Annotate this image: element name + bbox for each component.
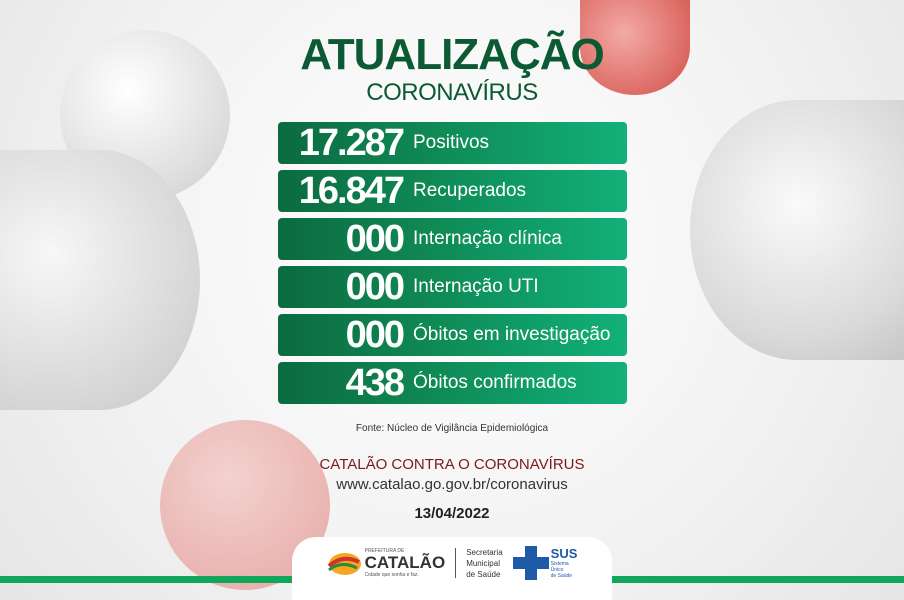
date: 13/04/2022 <box>414 505 490 522</box>
secretaria-line: Municipal <box>466 558 500 568</box>
cross-icon <box>512 546 549 580</box>
stat-internacao-clinica: 000 Internação clínica <box>278 218 627 260</box>
stat-label: Positivos <box>413 132 490 153</box>
secretaria-line: de Saúde <box>466 569 501 579</box>
stat-label: Recuperados <box>413 180 527 201</box>
stat-positivos: 17.287 Positivos <box>278 122 627 164</box>
stat-obitos-investigacao: 000 Óbitos em investigação <box>278 314 627 356</box>
stat-value: 000 <box>345 266 405 308</box>
catalao-name: CATALÃO <box>364 553 446 572</box>
website-link[interactable]: www.catalao.go.gov.br/coronavirus <box>336 476 568 493</box>
stat-obitos-confirmados: 438 Óbitos confirmados <box>278 362 627 404</box>
sus-logo: SUS Sistema Único de Saúde <box>512 546 578 580</box>
divider <box>455 548 457 578</box>
stat-label: Internação UTI <box>413 276 539 297</box>
stat-value: 000 <box>345 218 405 260</box>
catalao-logo: PREFEITURA DE CATALÃO Cidade que sonha e… <box>327 548 446 578</box>
source-note: Fonte: Núcleo de Vigilância Epidemiológi… <box>355 423 549 434</box>
secretaria-label: Secretaria Municipal de Saúde <box>466 547 502 580</box>
sun-icon <box>327 553 361 575</box>
stat-internacao-uti: 000 Internação UTI <box>278 266 627 308</box>
secretaria-line: Secretaria <box>466 547 503 557</box>
stat-value: 000 <box>345 314 405 356</box>
sus-sub: Único <box>550 567 564 573</box>
page-subtitle: CORONAVÍRUS <box>366 79 538 106</box>
stat-label: Óbitos em investigação <box>413 324 611 345</box>
virus-decoration <box>580 0 690 95</box>
stat-value: 17.287 <box>298 122 405 164</box>
catalao-top: PREFEITURA DE <box>364 548 405 554</box>
stat-value: 16.847 <box>298 170 405 212</box>
sus-text: SUS <box>550 546 578 561</box>
footer-logos: PREFEITURA DE CATALÃO Cidade que sonha e… <box>292 540 612 586</box>
stat-label: Óbitos confirmados <box>413 372 577 393</box>
stat-recuperados: 16.847 Recuperados <box>278 170 627 212</box>
catalao-slogan: Cidade que sonha e faz. <box>364 572 419 578</box>
sus-sub: Sistema <box>550 561 569 567</box>
page-title: ATUALIZAÇÃO <box>300 30 604 79</box>
stat-label: Internação clínica <box>413 228 562 249</box>
stat-value: 438 <box>345 362 405 404</box>
sus-sub: de Saúde <box>550 573 573 579</box>
virus-decoration <box>0 150 200 410</box>
campaign-title: CATALÃO CONTRA O CORONAVÍRUS <box>319 456 585 473</box>
virus-decoration <box>690 100 904 360</box>
